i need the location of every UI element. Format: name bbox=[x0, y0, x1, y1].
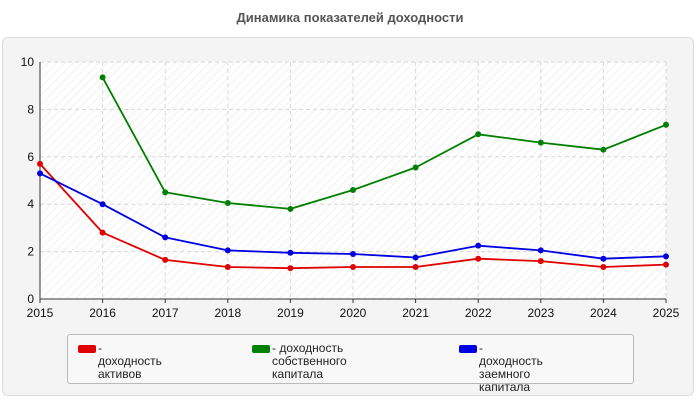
data-point-2 bbox=[287, 249, 294, 256]
y-tick-label: 2 bbox=[27, 245, 34, 259]
data-point-1 bbox=[663, 121, 669, 128]
data-point-1 bbox=[99, 74, 106, 81]
data-point-0 bbox=[287, 265, 294, 272]
x-tick-label: 2025 bbox=[653, 306, 680, 320]
legend-label-equity: - доходность собственного капитала bbox=[272, 341, 347, 381]
x-tick-label: 2018 bbox=[214, 306, 241, 320]
data-point-0 bbox=[162, 256, 169, 263]
data-point-1 bbox=[475, 131, 482, 138]
data-point-2 bbox=[412, 254, 419, 261]
series-line-1 bbox=[101, 76, 667, 210]
data-point-1 bbox=[537, 139, 544, 146]
data-point-2 bbox=[475, 242, 482, 249]
x-tick-label: 2020 bbox=[340, 306, 367, 320]
data-point-1 bbox=[600, 146, 607, 153]
data-point-0 bbox=[537, 258, 544, 265]
legend-swatch-assets bbox=[78, 345, 96, 353]
x-tick-label: 2024 bbox=[590, 306, 617, 320]
data-point-1 bbox=[350, 186, 356, 193]
y-tick-label: 10 bbox=[21, 55, 35, 69]
data-point-1 bbox=[287, 205, 294, 212]
data-point-2 bbox=[600, 255, 607, 262]
data-point-2 bbox=[537, 247, 544, 254]
legend: - доходность активов - доходность собств… bbox=[67, 334, 634, 394]
legend-swatch-debt bbox=[459, 345, 477, 353]
y-tick-label: 8 bbox=[27, 102, 34, 116]
x-tick-label: 2017 bbox=[152, 306, 179, 320]
x-tick-label: 2015 bbox=[27, 306, 54, 320]
y-tick-label: 0 bbox=[27, 292, 34, 306]
x-tick-label: 2023 bbox=[527, 306, 554, 320]
x-tick-label: 2022 bbox=[465, 306, 492, 320]
data-point-0 bbox=[600, 264, 607, 271]
data-point-2 bbox=[350, 250, 356, 257]
data-point-0 bbox=[99, 229, 106, 236]
data-point-0 bbox=[475, 255, 482, 262]
data-point-0 bbox=[350, 264, 356, 271]
data-point-2 bbox=[162, 234, 169, 241]
data-point-2 bbox=[663, 253, 669, 260]
data-point-2 bbox=[224, 247, 231, 254]
data-point-2 bbox=[99, 201, 106, 208]
data-point-0 bbox=[37, 160, 43, 167]
chart-title: Динамика показателей доходности bbox=[236, 10, 464, 25]
data-point-1 bbox=[162, 189, 169, 196]
legend-label-assets: - доходность активов bbox=[98, 341, 162, 381]
legend-swatch-equity bbox=[252, 345, 270, 353]
x-tick-label: 2019 bbox=[277, 306, 304, 320]
x-tick-label: 2021 bbox=[402, 306, 429, 320]
y-tick-label: 6 bbox=[27, 150, 34, 164]
x-tick-label: 2016 bbox=[89, 306, 116, 320]
data-point-1 bbox=[224, 200, 231, 207]
data-point-1 bbox=[412, 164, 419, 171]
data-point-2 bbox=[37, 170, 43, 177]
data-point-0 bbox=[412, 264, 419, 271]
data-point-0 bbox=[663, 261, 669, 268]
legend-label-debt: - доходность заемного капитала bbox=[479, 341, 543, 394]
y-tick-label: 4 bbox=[27, 197, 34, 211]
data-point-0 bbox=[224, 264, 231, 271]
